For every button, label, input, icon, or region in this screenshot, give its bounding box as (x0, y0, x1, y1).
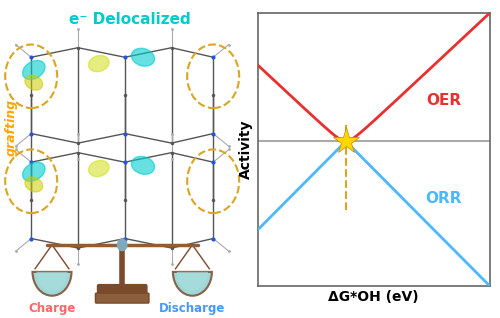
Wedge shape (32, 272, 72, 296)
Text: OER: OER (426, 93, 461, 108)
X-axis label: ΔG*OH (eV): ΔG*OH (eV) (328, 290, 419, 304)
Text: grafting: grafting (5, 99, 18, 156)
FancyBboxPatch shape (96, 293, 149, 303)
Ellipse shape (132, 156, 154, 174)
Text: Discharge: Discharge (159, 302, 226, 315)
Circle shape (118, 239, 127, 251)
Ellipse shape (25, 75, 42, 90)
Ellipse shape (22, 162, 45, 181)
Ellipse shape (25, 177, 42, 192)
Ellipse shape (132, 48, 154, 66)
Ellipse shape (88, 160, 109, 177)
Y-axis label: Activity: Activity (240, 120, 254, 179)
Ellipse shape (22, 60, 45, 80)
Wedge shape (177, 272, 208, 291)
Wedge shape (173, 272, 212, 296)
Wedge shape (36, 272, 68, 291)
FancyBboxPatch shape (98, 285, 147, 301)
Ellipse shape (88, 55, 109, 72)
Text: ORR: ORR (425, 191, 462, 206)
Text: e⁻ Delocalized: e⁻ Delocalized (69, 11, 191, 27)
Text: Charge: Charge (28, 302, 76, 315)
